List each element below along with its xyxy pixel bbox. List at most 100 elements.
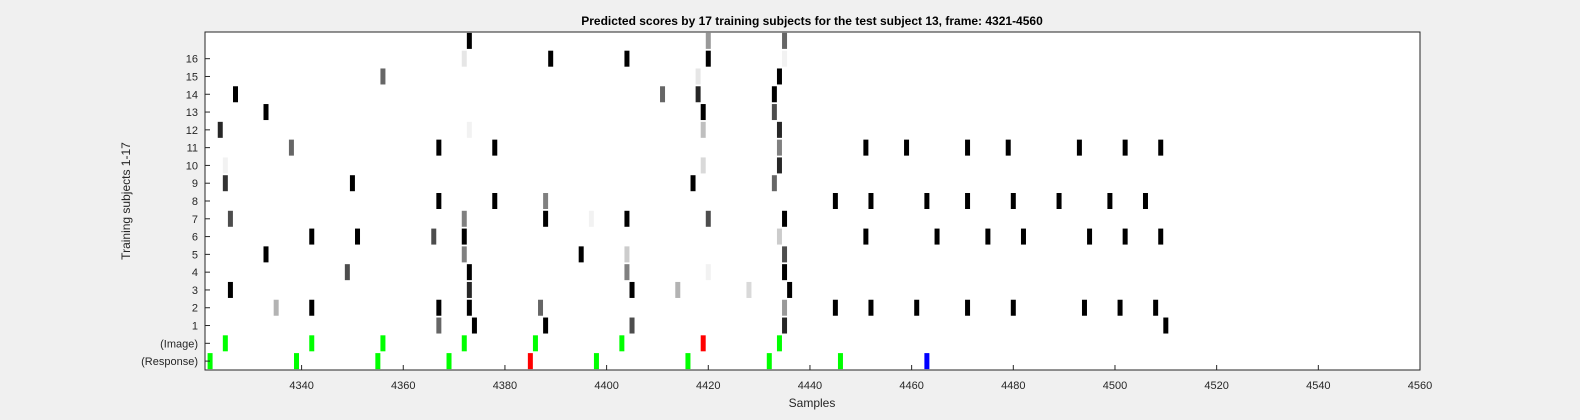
score-mark	[227, 210, 233, 227]
score-mark	[1076, 139, 1082, 156]
score-marks	[207, 32, 1169, 370]
score-mark	[294, 353, 300, 370]
score-mark	[1107, 193, 1113, 209]
score-mark	[1087, 228, 1093, 245]
x-axis-label: Samples	[789, 396, 836, 410]
x-tick-label: 4360	[391, 380, 415, 392]
score-mark	[1153, 299, 1159, 316]
score-mark	[471, 317, 477, 334]
score-mark	[934, 228, 940, 245]
score-mark	[578, 246, 584, 263]
score-mark	[1010, 299, 1016, 316]
score-mark	[461, 50, 467, 67]
score-mark	[624, 264, 630, 281]
score-mark	[624, 210, 630, 227]
y-tick-label: 12	[186, 125, 198, 137]
score-mark	[436, 299, 442, 316]
score-mark	[629, 281, 635, 298]
y-axis-label: Training subjects 1-17	[119, 142, 133, 260]
score-mark	[222, 175, 228, 192]
y-tick-label: 10	[186, 160, 198, 172]
chart-title: Predicted scores by 17 training subjects…	[581, 14, 1043, 28]
score-mark	[832, 299, 838, 316]
score-mark	[863, 228, 869, 245]
y-tick-label: 15	[186, 71, 198, 83]
y-tick-label: 7	[192, 214, 198, 226]
score-mark	[1142, 193, 1148, 209]
score-mark	[863, 139, 869, 156]
score-mark	[776, 139, 782, 156]
score-mark	[222, 157, 228, 174]
score-mark	[624, 50, 630, 67]
score-mark	[436, 317, 442, 334]
y-tick-label: 5	[192, 249, 198, 261]
score-mark	[705, 50, 711, 67]
y-tick-label: (Response)	[141, 356, 198, 368]
y-tick-label: 13	[186, 107, 198, 119]
score-mark	[675, 281, 681, 298]
score-mark	[1117, 299, 1123, 316]
score-mark	[771, 86, 777, 103]
x-tick-label: 4340	[289, 380, 313, 392]
score-mark	[985, 228, 991, 245]
score-mark	[380, 335, 386, 352]
score-mark	[461, 228, 467, 245]
score-mark	[309, 335, 315, 352]
score-mark	[1122, 139, 1128, 156]
x-tick-label: 4480	[1001, 380, 1025, 392]
score-mark	[660, 86, 666, 103]
score-mark	[746, 281, 752, 298]
x-tick-label: 4500	[1103, 380, 1127, 392]
score-mark	[914, 299, 920, 316]
score-mark	[436, 139, 442, 156]
score-mark	[431, 228, 437, 245]
x-tick-label: 4380	[493, 380, 517, 392]
score-mark	[868, 193, 874, 209]
score-mark	[446, 353, 452, 370]
score-mark	[924, 193, 930, 209]
score-mark	[309, 299, 315, 316]
score-mark	[782, 210, 788, 227]
score-mark	[466, 264, 472, 281]
score-mark	[685, 353, 691, 370]
score-mark	[1163, 317, 1169, 334]
y-tick-label: 6	[192, 232, 198, 244]
score-mark	[776, 68, 782, 85]
score-mark	[782, 317, 788, 334]
score-mark	[466, 299, 472, 316]
score-mark	[461, 335, 467, 352]
score-mark	[466, 32, 472, 49]
score-mark	[771, 104, 777, 121]
score-mark	[548, 50, 554, 67]
x-tick-label: 4560	[1408, 380, 1432, 392]
score-mark	[629, 317, 635, 334]
x-tick-label: 4400	[594, 380, 618, 392]
y-tick-label: 16	[186, 54, 198, 66]
score-mark	[1158, 228, 1164, 245]
y-tick-label: (Image)	[160, 338, 198, 350]
score-mark	[782, 264, 788, 281]
score-mark	[543, 317, 549, 334]
score-mark	[375, 353, 381, 370]
score-mark	[700, 335, 706, 352]
score-mark	[1056, 193, 1062, 209]
score-mark	[461, 210, 467, 227]
score-mark	[837, 353, 843, 370]
score-mark	[532, 335, 538, 352]
score-mark	[782, 246, 788, 263]
score-mark	[380, 68, 386, 85]
score-mark	[700, 157, 706, 174]
score-mark	[776, 157, 782, 174]
score-mark	[1158, 139, 1164, 156]
score-mark	[776, 121, 782, 138]
score-mark	[344, 264, 350, 281]
score-mark	[705, 264, 711, 281]
score-mark	[700, 104, 706, 121]
x-tick-label: 4540	[1306, 380, 1330, 392]
y-tick-label: 3	[192, 285, 198, 297]
score-mark	[965, 193, 971, 209]
score-mark	[227, 281, 233, 298]
score-mark	[288, 139, 294, 156]
x-tick-label: 4420	[696, 380, 720, 392]
